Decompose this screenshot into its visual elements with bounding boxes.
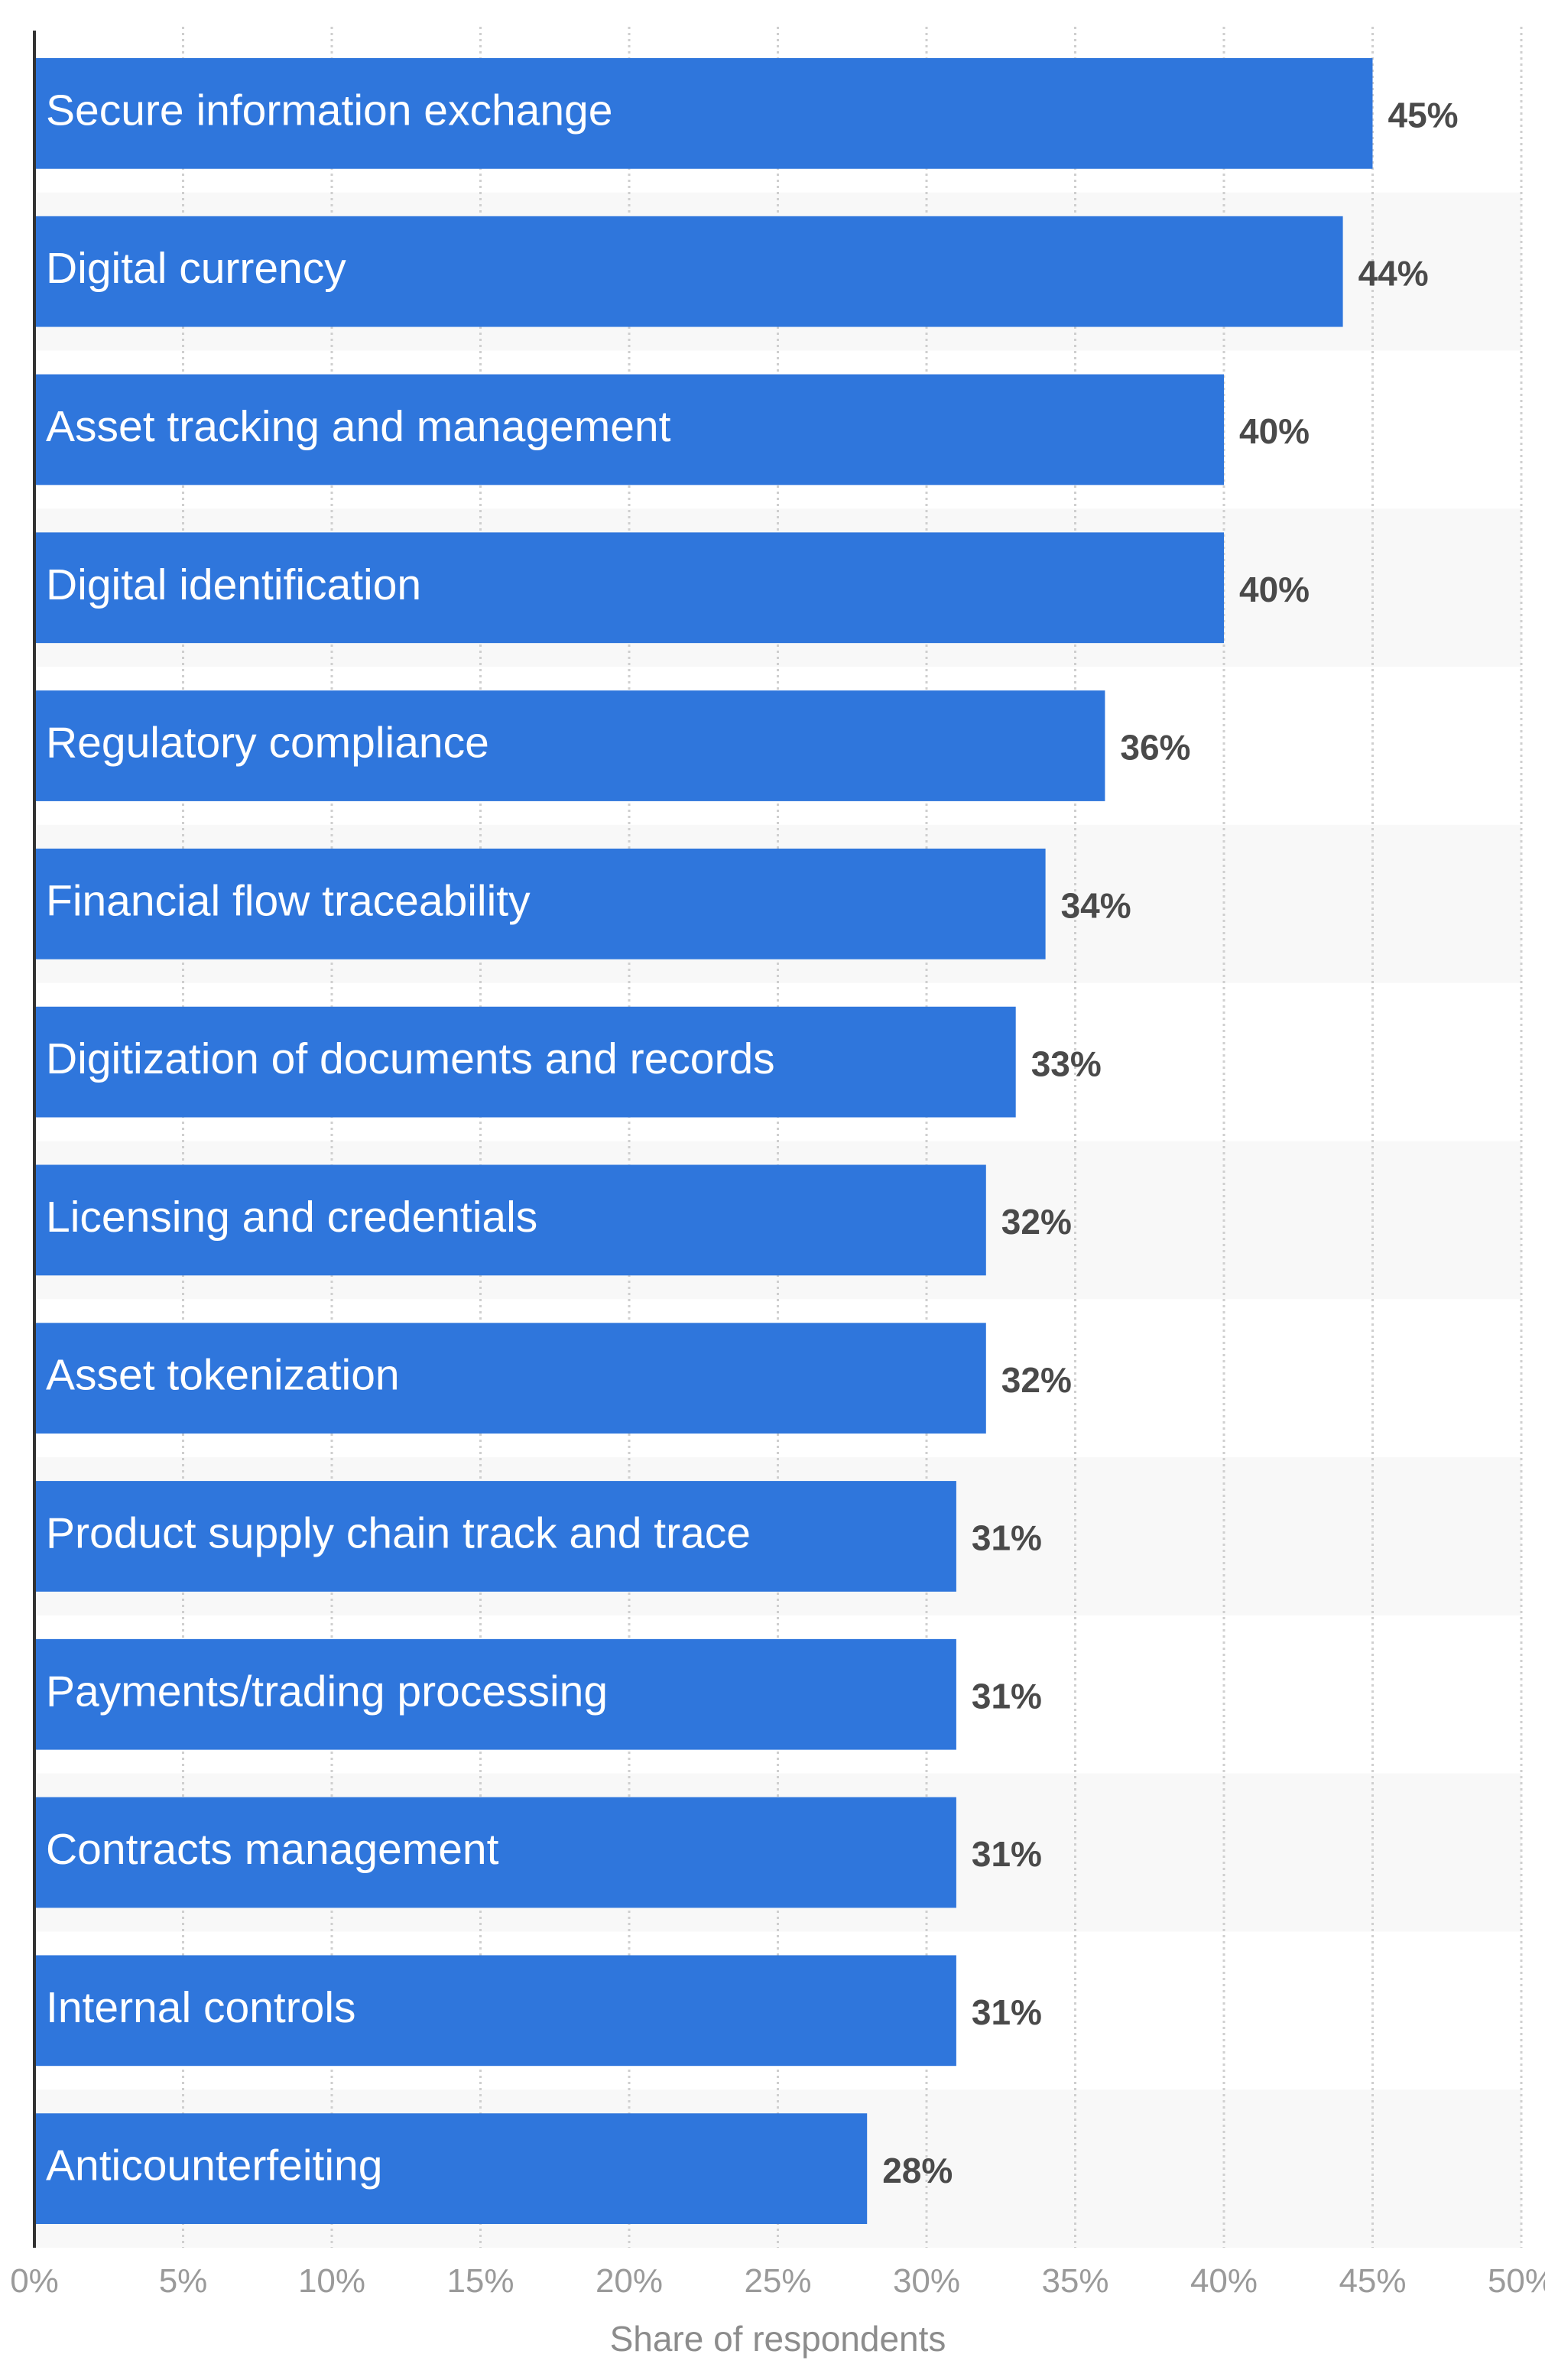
bar-category-label: Internal controls [46, 1983, 356, 2032]
bar-value-label: 31% [972, 1992, 1042, 2032]
bar [34, 532, 1224, 644]
x-axis-title: Share of respondents [610, 2319, 946, 2359]
bar [34, 216, 1343, 327]
bar-value-label: 31% [972, 1834, 1042, 1874]
bar-value-label: 44% [1358, 253, 1429, 293]
bar-value-label: 40% [1239, 411, 1310, 451]
x-tick-label: 5% [159, 2262, 208, 2300]
bar-category-label: Contracts management [46, 1825, 499, 1874]
bar-value-label: 36% [1120, 728, 1190, 768]
bar-value-label: 31% [972, 1676, 1042, 1716]
bar-value-label: 31% [972, 1518, 1042, 1558]
bar-category-label: Digital identification [46, 560, 421, 609]
x-tick-label: 35% [1041, 2262, 1108, 2300]
x-tick-label: 30% [893, 2262, 960, 2300]
x-tick-label: 10% [298, 2262, 365, 2300]
bar-value-label: 32% [1001, 1360, 1072, 1400]
bar-category-label: Product supply chain track and trace [46, 1509, 751, 1558]
bar-category-label: Digitization of documents and records [46, 1034, 775, 1083]
x-tick-label: 40% [1190, 2262, 1258, 2300]
bar-category-label: Asset tracking and management [46, 402, 671, 451]
bar [34, 1797, 956, 1908]
bar-category-label: Regulatory compliance [46, 719, 489, 768]
bar [34, 374, 1224, 485]
bar-category-label: Financial flow traceability [46, 876, 531, 925]
x-tick-label: 25% [744, 2262, 811, 2300]
bar-value-label: 33% [1031, 1044, 1102, 1083]
bar [34, 1006, 1016, 1118]
bar-value-label: 40% [1239, 570, 1310, 609]
bar [34, 690, 1105, 801]
bar-category-label: Anticounterfeiting [46, 2141, 382, 2190]
bar [34, 1164, 986, 1276]
bar-category-label: Secure information exchange [46, 86, 612, 135]
bar-category-label: Digital currency [46, 244, 346, 293]
bar-value-label: 28% [882, 2151, 953, 2190]
bar [34, 1638, 956, 1750]
bar [34, 2113, 868, 2224]
bar-category-label: Payments/trading processing [46, 1667, 608, 1716]
bar-value-label: 34% [1061, 885, 1131, 925]
bar-category-label: Asset tokenization [46, 1351, 400, 1400]
bar-value-label: 45% [1388, 96, 1459, 135]
x-tick-label: 50% [1488, 2262, 1545, 2300]
bar [34, 1481, 956, 1592]
bar [34, 848, 1046, 959]
x-tick-label: 20% [596, 2262, 663, 2300]
bar [34, 1323, 986, 1434]
x-tick-label: 15% [446, 2262, 514, 2300]
bar [34, 58, 1373, 169]
x-tick-label: 45% [1339, 2262, 1406, 2300]
bar-value-label: 32% [1001, 1202, 1072, 1242]
bar [34, 1955, 956, 2067]
bar-category-label: Licensing and credentials [46, 1193, 537, 1242]
x-tick-label: 0% [10, 2262, 59, 2300]
